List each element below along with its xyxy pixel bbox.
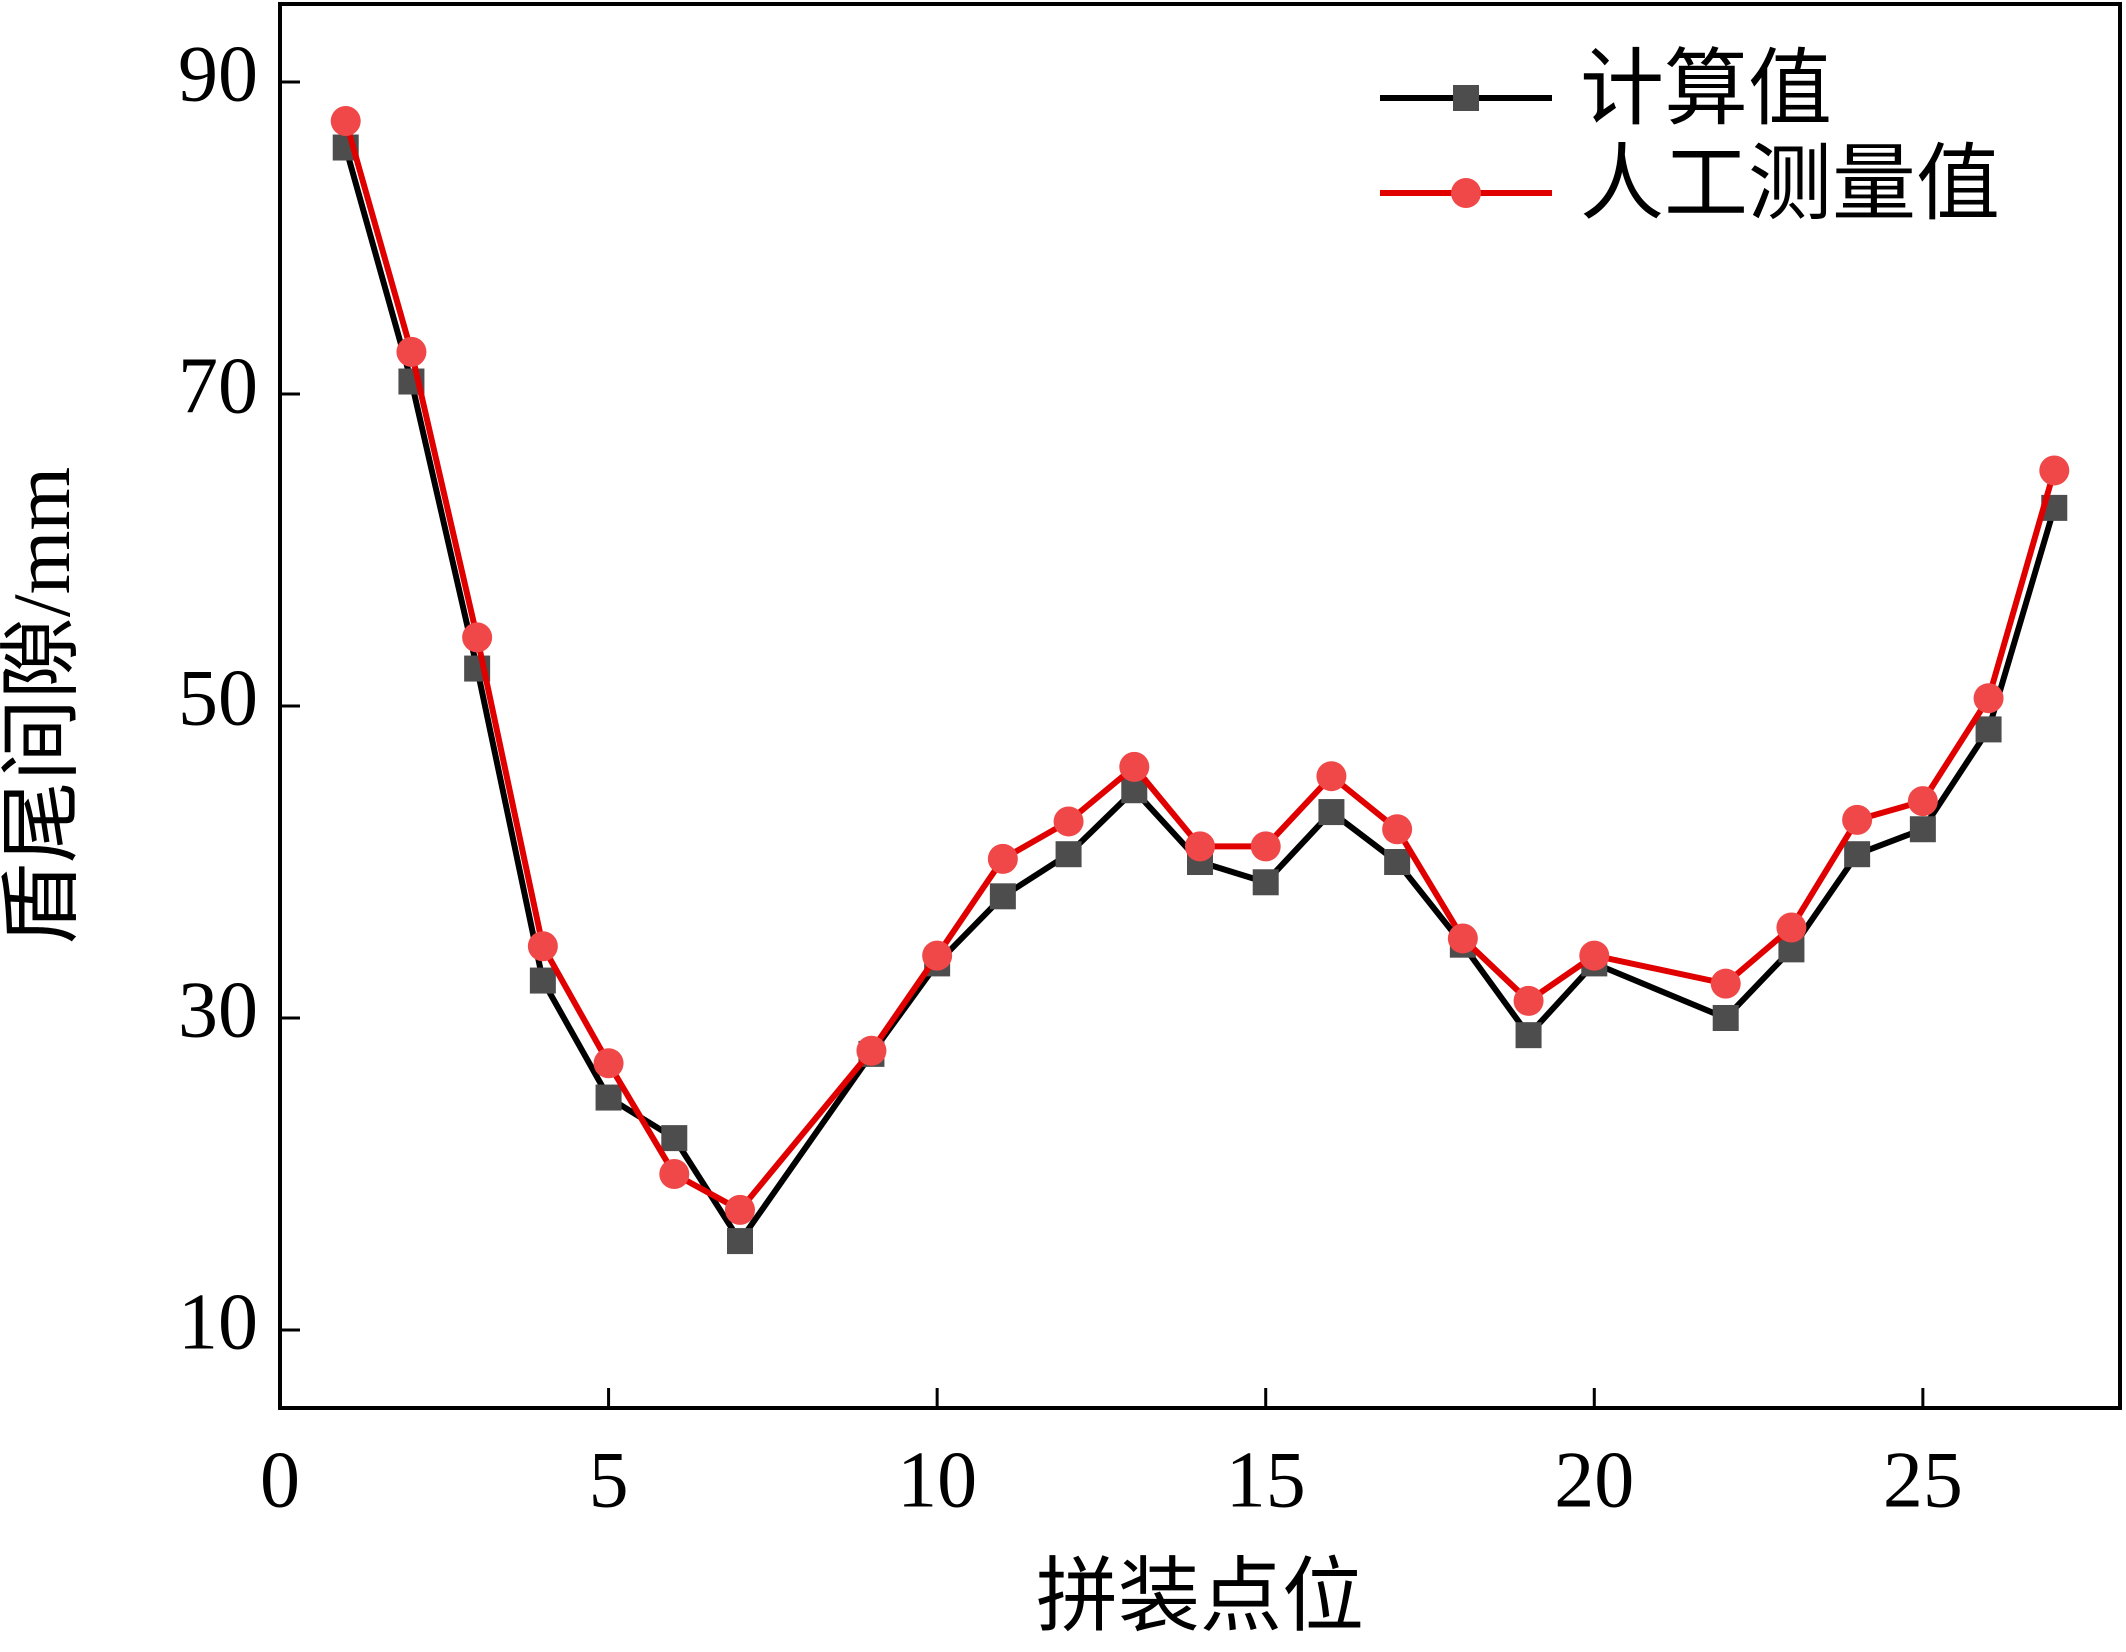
y-axis-title: 盾尾间隙/mm	[0, 467, 87, 945]
data-point	[2039, 455, 2070, 486]
data-point	[1712, 1005, 1739, 1031]
data-point	[725, 1194, 755, 1225]
y-tick-label: 10	[178, 1278, 258, 1366]
data-point	[659, 1159, 690, 1189]
data-point	[1513, 985, 1544, 1016]
data-point	[1710, 968, 1741, 999]
data-point	[1384, 849, 1411, 875]
data-point	[1318, 799, 1345, 826]
legend-marker	[1453, 85, 1479, 111]
y-tick-label: 50	[178, 654, 258, 742]
legend-label: 计算值	[1580, 43, 1832, 136]
data-point	[1316, 761, 1347, 792]
data-point	[856, 1035, 887, 1066]
data-point	[1975, 716, 2002, 743]
x-axis-title: 拼装点位	[1036, 1551, 1364, 1642]
x-tick-label: 10	[897, 1436, 977, 1524]
data-point	[922, 940, 953, 971]
y-tick-label: 70	[178, 342, 258, 430]
x-tick-label: 5	[589, 1436, 629, 1524]
data-point	[1119, 751, 1150, 782]
y-tick-label: 30	[178, 966, 258, 1054]
data-point	[1909, 816, 1936, 843]
data-point	[330, 106, 361, 136]
y-tick-label: 90	[178, 30, 258, 118]
data-point	[1776, 912, 1807, 943]
data-point	[1973, 683, 2004, 714]
data-point	[1185, 831, 1215, 862]
data-point	[529, 967, 556, 994]
data-point	[462, 622, 493, 653]
legend-label: 人工测量值	[1580, 138, 2000, 231]
data-point	[396, 336, 427, 367]
series-line	[342, 146, 2058, 1247]
data-point	[593, 1048, 624, 1079]
plot-frame	[278, 2, 2122, 1410]
data-point	[1844, 841, 1871, 868]
data-point	[1907, 786, 1938, 817]
data-point	[1382, 814, 1413, 845]
x-tick-label: 15	[1226, 1436, 1306, 1524]
data-point	[1447, 923, 1478, 954]
data-point	[727, 1228, 753, 1255]
data-point	[987, 843, 1018, 874]
data-point	[989, 883, 1016, 910]
data-point	[661, 1125, 688, 1152]
data-point	[1252, 869, 1279, 896]
series-line	[342, 120, 2058, 1214]
x-tick-label: 0	[260, 1436, 300, 1524]
x-tick-label: 20	[1554, 1436, 1634, 1524]
data-point	[1579, 940, 1610, 971]
data-point	[1053, 806, 1084, 837]
legend-marker	[1451, 178, 1481, 208]
data-point	[1515, 1022, 1542, 1049]
data-point	[595, 1084, 622, 1111]
data-point	[1250, 831, 1281, 862]
x-tick-label: 25	[1883, 1436, 1963, 1524]
data-point	[1055, 841, 1082, 868]
data-point	[527, 931, 558, 962]
data-point	[1842, 804, 1873, 835]
